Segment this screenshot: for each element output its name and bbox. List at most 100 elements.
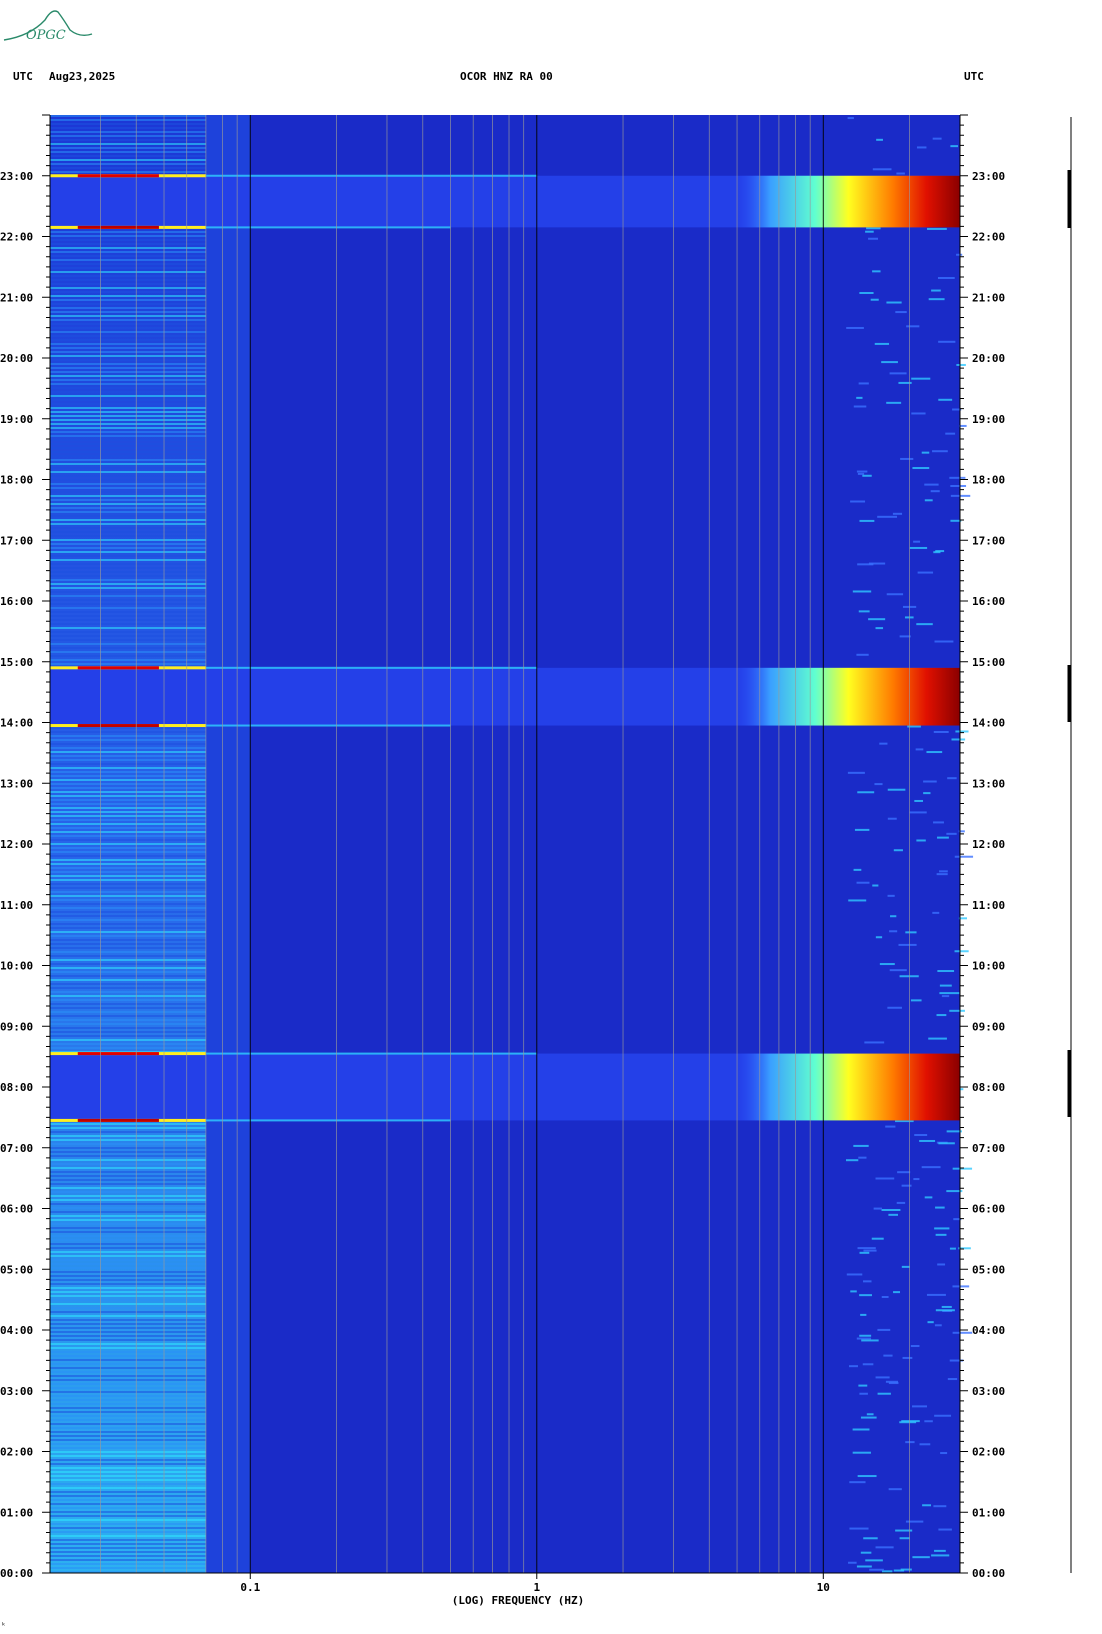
texture-stripe bbox=[50, 1167, 206, 1169]
speckle-mark bbox=[931, 289, 941, 292]
speckle-mark bbox=[877, 1328, 891, 1331]
speckle-mark bbox=[860, 1416, 877, 1419]
speckle-mark bbox=[916, 839, 926, 842]
texture-stripe bbox=[50, 1039, 206, 1041]
texture-stripe bbox=[50, 735, 206, 737]
texture-stripe bbox=[50, 1343, 206, 1345]
texture-stripe bbox=[50, 1551, 206, 1553]
speckle-mark bbox=[934, 640, 954, 643]
y-tick-label-left: 07:00 bbox=[0, 1142, 33, 1155]
texture-stripe bbox=[50, 395, 206, 397]
texture-stripe bbox=[50, 355, 206, 357]
texture-stripe bbox=[50, 1351, 206, 1353]
speckle-mark bbox=[916, 146, 927, 149]
footer-mark: ᵏ bbox=[2, 1621, 5, 1630]
speckle-mark bbox=[885, 1380, 899, 1383]
speckle-mark bbox=[939, 984, 952, 987]
event-edge-line bbox=[77, 225, 159, 229]
texture-stripe bbox=[50, 855, 206, 857]
texture-stripe bbox=[50, 139, 206, 141]
texture-stripe bbox=[50, 1011, 206, 1013]
speckle-mark bbox=[924, 483, 939, 486]
y-tick-label-left: 16:00 bbox=[0, 595, 33, 608]
speckle-mark bbox=[938, 340, 956, 343]
speckle-mark bbox=[849, 1481, 866, 1484]
texture-stripe bbox=[50, 1155, 206, 1157]
texture-stripe bbox=[50, 1307, 206, 1309]
y-tick-label-right: 04:00 bbox=[972, 1324, 1005, 1337]
texture-stripe bbox=[50, 1007, 206, 1009]
speckle-mark bbox=[926, 751, 943, 754]
event-edge-line bbox=[77, 1052, 159, 1056]
texture-stripe bbox=[50, 835, 206, 837]
speckle-mark bbox=[879, 742, 888, 745]
speckle-mark bbox=[872, 270, 881, 273]
speckle-mark bbox=[889, 372, 907, 375]
texture-stripe bbox=[50, 1175, 206, 1177]
speckle-mark bbox=[856, 1565, 872, 1568]
speckle-mark bbox=[935, 550, 945, 553]
speckle-mark bbox=[846, 326, 864, 329]
speckle-mark bbox=[868, 562, 886, 565]
texture-stripe bbox=[50, 507, 206, 509]
y-tick-label-right: 10:00 bbox=[972, 960, 1005, 973]
texture-stripe bbox=[50, 279, 206, 281]
speckle-mark bbox=[923, 792, 931, 795]
texture-stripe bbox=[50, 559, 206, 561]
texture-stripe bbox=[50, 775, 206, 777]
y-tick-label-left: 03:00 bbox=[0, 1385, 33, 1398]
speckle-mark bbox=[870, 298, 879, 301]
texture-stripe bbox=[50, 1471, 206, 1473]
texture-stripe bbox=[50, 1235, 206, 1237]
speckle-mark bbox=[921, 451, 930, 454]
texture-stripe bbox=[50, 955, 206, 957]
event-edge-line bbox=[205, 1052, 537, 1055]
texture-stripe bbox=[50, 571, 206, 573]
texture-stripe bbox=[50, 1319, 206, 1321]
texture-stripe bbox=[50, 403, 206, 405]
texture-stripe bbox=[50, 1367, 206, 1369]
texture-stripe bbox=[50, 487, 206, 489]
texture-stripe bbox=[50, 915, 206, 917]
y-tick-label-left: 09:00 bbox=[0, 1020, 33, 1033]
texture-stripe bbox=[50, 1275, 206, 1277]
texture-stripe bbox=[50, 1527, 206, 1529]
mid-low-band bbox=[205, 115, 251, 1573]
texture-stripe bbox=[50, 543, 206, 545]
texture-stripe bbox=[50, 1179, 206, 1181]
spectrogram-plot-area bbox=[49, 115, 974, 1573]
texture-stripe bbox=[50, 1163, 206, 1165]
texture-stripe bbox=[50, 603, 206, 605]
texture-stripe bbox=[50, 619, 206, 621]
texture-stripe bbox=[50, 1467, 206, 1469]
y-tick-label-right: 22:00 bbox=[972, 231, 1005, 244]
speckle-mark bbox=[856, 470, 868, 473]
texture-stripe bbox=[50, 995, 206, 997]
texture-stripe bbox=[50, 843, 206, 845]
texture-stripe bbox=[50, 1523, 206, 1525]
texture-stripe bbox=[50, 1035, 206, 1037]
speckle-mark bbox=[849, 1527, 869, 1530]
y-tick-label-right: 08:00 bbox=[972, 1081, 1005, 1094]
texture-stripe bbox=[50, 927, 206, 929]
texture-stripe bbox=[50, 167, 206, 169]
speckle-mark bbox=[954, 950, 969, 953]
speckle-mark bbox=[895, 1529, 913, 1532]
texture-stripe bbox=[50, 787, 206, 789]
speckle-mark bbox=[934, 1324, 942, 1327]
speckle-mark bbox=[914, 1134, 928, 1137]
speckle-mark bbox=[946, 832, 957, 835]
texture-stripe bbox=[50, 1267, 206, 1269]
speckle-mark bbox=[945, 432, 956, 435]
y-tick-label-left: 04:00 bbox=[0, 1324, 33, 1337]
texture-stripe bbox=[50, 911, 206, 913]
speckle-mark bbox=[898, 943, 917, 946]
texture-stripe bbox=[50, 1259, 206, 1261]
speckle-mark bbox=[886, 593, 904, 596]
texture-stripe bbox=[50, 1559, 206, 1561]
texture-stripe bbox=[50, 615, 206, 617]
texture-stripe bbox=[50, 1303, 206, 1305]
texture-stripe bbox=[50, 319, 206, 321]
texture-stripe bbox=[50, 143, 206, 145]
texture-stripe bbox=[50, 811, 206, 813]
